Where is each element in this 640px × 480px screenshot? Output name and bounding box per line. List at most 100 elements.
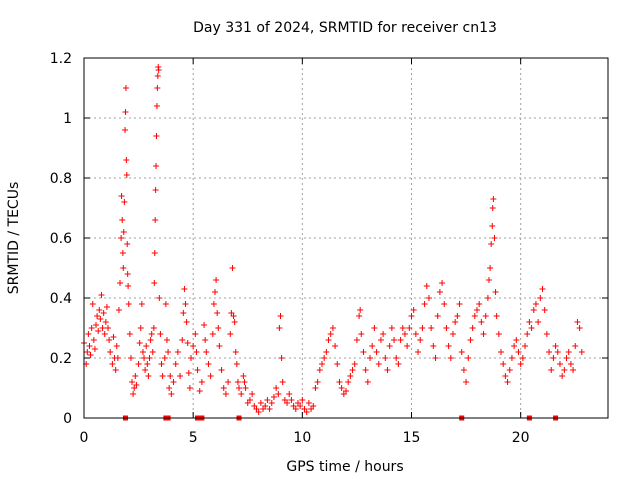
data-point bbox=[434, 313, 441, 319]
data-point bbox=[567, 361, 574, 367]
axis-ticks: 0 5 10 15 20 0 0.2 0.4 0.6 0.8 1 1.2 bbox=[50, 51, 608, 446]
data-point bbox=[153, 103, 160, 109]
data-point bbox=[284, 400, 291, 406]
data-point bbox=[156, 295, 163, 301]
data-point bbox=[489, 205, 496, 211]
y-axis-label: SRMTID / TECUs bbox=[6, 182, 22, 295]
data-point bbox=[123, 157, 130, 163]
data-point bbox=[123, 172, 130, 178]
data-point bbox=[491, 235, 498, 241]
data-point bbox=[458, 349, 465, 355]
data-point bbox=[155, 67, 162, 73]
data-point bbox=[535, 319, 542, 325]
data-point bbox=[231, 319, 238, 325]
data-point bbox=[460, 367, 467, 373]
data-point bbox=[336, 379, 343, 385]
data-point bbox=[469, 325, 476, 331]
data-point bbox=[570, 367, 577, 373]
data-point bbox=[137, 325, 144, 331]
data-point bbox=[441, 301, 448, 307]
data-point bbox=[220, 385, 227, 391]
data-point bbox=[174, 349, 181, 355]
y-tick-label: 0 bbox=[63, 411, 72, 427]
data-point bbox=[172, 361, 179, 367]
data-point bbox=[233, 361, 240, 367]
data-point bbox=[297, 403, 304, 409]
data-point bbox=[362, 367, 369, 373]
data-point bbox=[207, 373, 214, 379]
data-point bbox=[121, 199, 128, 205]
data-point bbox=[97, 316, 104, 322]
data-point bbox=[203, 349, 210, 355]
data-point bbox=[124, 241, 131, 247]
data-point bbox=[504, 379, 511, 385]
data-point bbox=[115, 307, 122, 313]
data-point bbox=[214, 310, 221, 316]
data-point bbox=[321, 355, 328, 361]
data-point bbox=[417, 337, 424, 343]
data-point bbox=[449, 331, 456, 337]
data-point bbox=[85, 331, 92, 337]
data-point bbox=[488, 241, 495, 247]
data-point bbox=[257, 400, 264, 406]
data-point bbox=[487, 265, 494, 271]
data-point bbox=[120, 229, 127, 235]
y-tick-label: 1.2 bbox=[50, 51, 72, 67]
data-point bbox=[384, 367, 391, 373]
data-point bbox=[506, 367, 513, 373]
data-point bbox=[190, 343, 197, 349]
data-point bbox=[238, 391, 245, 397]
data-point bbox=[391, 337, 398, 343]
x-axis-label: GPS time / hours bbox=[286, 459, 403, 475]
data-point bbox=[323, 349, 330, 355]
data-point bbox=[209, 331, 216, 337]
data-point bbox=[180, 310, 187, 316]
data-point bbox=[230, 313, 237, 319]
data-point bbox=[120, 265, 127, 271]
data-point bbox=[334, 361, 341, 367]
data-point bbox=[329, 325, 336, 331]
data-point bbox=[142, 367, 149, 373]
data-point bbox=[288, 397, 295, 403]
data-point bbox=[351, 361, 358, 367]
data-point bbox=[88, 325, 95, 331]
data-point bbox=[95, 328, 102, 334]
data-point bbox=[184, 340, 191, 346]
data-point bbox=[170, 379, 177, 385]
data-point bbox=[150, 325, 157, 331]
data-point bbox=[532, 301, 539, 307]
data-point bbox=[181, 286, 188, 292]
data-point bbox=[406, 325, 413, 331]
data-point bbox=[278, 355, 285, 361]
data-point bbox=[436, 289, 443, 295]
data-point bbox=[360, 349, 367, 355]
data-point bbox=[471, 313, 478, 319]
data-point bbox=[369, 343, 376, 349]
data-point bbox=[377, 337, 384, 343]
data-point bbox=[316, 367, 323, 373]
data-point bbox=[343, 388, 349, 394]
data-point bbox=[519, 355, 526, 361]
data-point bbox=[524, 331, 531, 337]
data-point bbox=[490, 196, 497, 202]
data-point bbox=[89, 301, 96, 307]
data-point bbox=[277, 313, 284, 319]
data-point bbox=[147, 337, 154, 343]
data-point bbox=[561, 367, 568, 373]
data-point bbox=[554, 349, 561, 355]
data-point bbox=[397, 337, 404, 343]
data-point bbox=[234, 379, 241, 385]
data-point bbox=[141, 355, 148, 361]
data-point bbox=[443, 325, 450, 331]
data-point bbox=[276, 325, 283, 331]
data-points bbox=[81, 64, 585, 421]
y-tick-label: 1 bbox=[63, 111, 72, 127]
data-point bbox=[356, 313, 363, 319]
data-point bbox=[456, 301, 463, 307]
data-point bbox=[493, 313, 500, 319]
data-point bbox=[275, 391, 282, 397]
data-point bbox=[386, 343, 393, 349]
x-tick-label: 10 bbox=[293, 430, 311, 446]
data-point bbox=[98, 292, 105, 298]
